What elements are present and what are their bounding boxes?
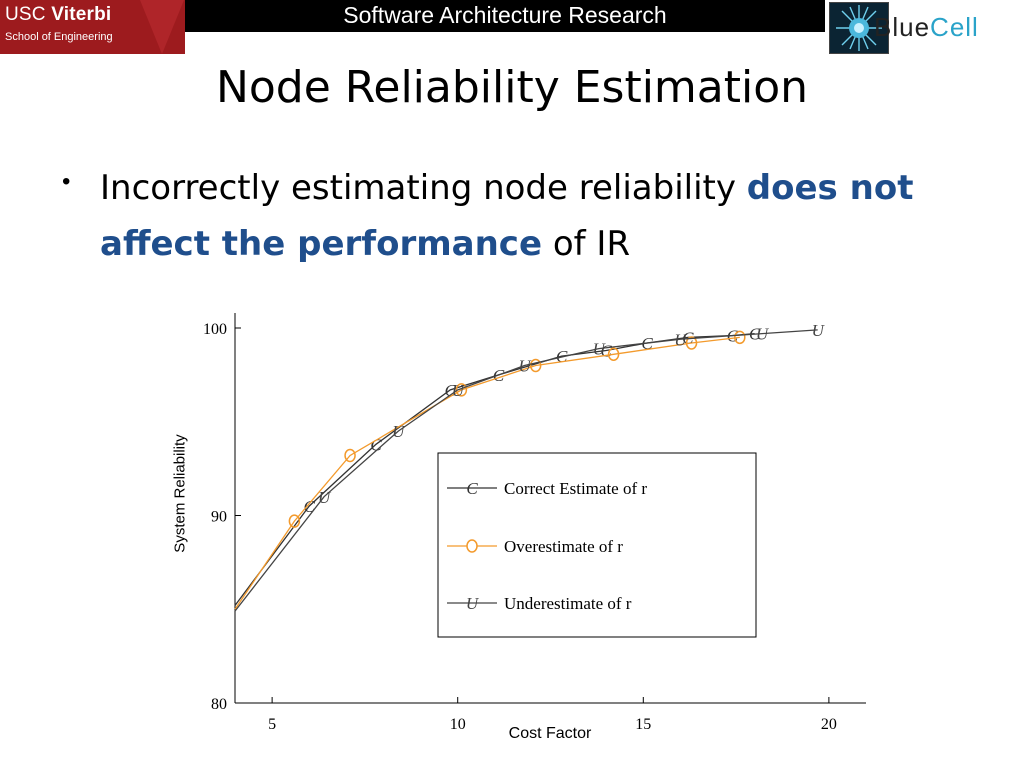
bluecell-logo-text: BlueCell	[874, 12, 979, 42]
y-tick-label: 80	[211, 696, 227, 713]
legend-label: Correct Estimate of r	[504, 479, 647, 498]
legend-item: U Underestimate of r	[447, 594, 632, 613]
series-U: U U U U U U U U	[234, 321, 826, 612]
legend-box	[437, 452, 757, 638]
x-tick-label: 10	[450, 716, 466, 733]
legend-item: C Correct Estimate of r	[447, 479, 647, 498]
series-O	[234, 330, 746, 610]
data-point: U	[392, 422, 406, 441]
slide-header: USC Viterbi School of Engineering Softwa…	[0, 0, 1024, 56]
legend-marker: C	[466, 479, 478, 498]
data-point: U	[756, 325, 770, 344]
slide-title: Node Reliability Estimation	[215, 62, 809, 113]
chart-legend: C Correct Estimate of r Overestimate of r U…	[437, 452, 757, 638]
data-point: U	[318, 488, 332, 507]
series-line	[234, 336, 740, 610]
y-tick-label: 100	[203, 321, 227, 338]
chart-axes: 5 10 15 20 80 90 100	[203, 313, 866, 733]
emphasis-text-1: does not	[746, 168, 914, 208]
data-point: U	[812, 321, 826, 340]
data-point	[455, 383, 468, 397]
bluecell-cell-icon	[829, 2, 889, 54]
legend-label: Overestimate of r	[504, 537, 623, 556]
bullet-dot: •	[62, 168, 71, 195]
legend-item: Overestimate of r	[447, 537, 623, 556]
x-tick-label: 5	[268, 716, 276, 733]
data-point: U	[518, 357, 532, 376]
legend-marker: U	[466, 594, 480, 613]
data-point	[685, 336, 698, 350]
usc-logo-subtitle: School of Engineering	[5, 31, 113, 43]
series-line	[234, 332, 755, 606]
data-point: U	[452, 381, 466, 400]
x-axis-label: Cost Factor	[508, 725, 592, 742]
bullet-text: Incorrectly estimating node reliability …	[100, 168, 914, 264]
header-title-bar	[185, 0, 825, 32]
series-line	[234, 329, 818, 612]
data-point	[288, 514, 301, 528]
data-point	[734, 330, 746, 345]
data-point	[344, 448, 356, 463]
data-point	[607, 347, 620, 361]
usc-logo-title: USC Viterbi	[5, 4, 112, 25]
x-tick-label: 15	[635, 716, 651, 733]
y-axis-label: System Reliability	[171, 434, 189, 553]
header-title: Software Architecture Research	[343, 2, 667, 28]
x-tick-label: 20	[821, 716, 837, 733]
y-tick-label: 90	[211, 509, 227, 526]
data-point: C	[304, 497, 316, 516]
emphasis-text-2: affect the performance	[100, 224, 543, 264]
data-point: U	[593, 340, 607, 359]
data-point	[529, 358, 542, 373]
legend-label: Underestimate of r	[504, 594, 632, 613]
usc-v-shape	[140, 0, 184, 54]
usc-viterbi-logo: USC Viterbi School of Engineering	[0, 0, 185, 54]
legend-marker	[466, 539, 478, 553]
data-point: U	[674, 330, 688, 349]
data-point: C	[370, 435, 382, 454]
